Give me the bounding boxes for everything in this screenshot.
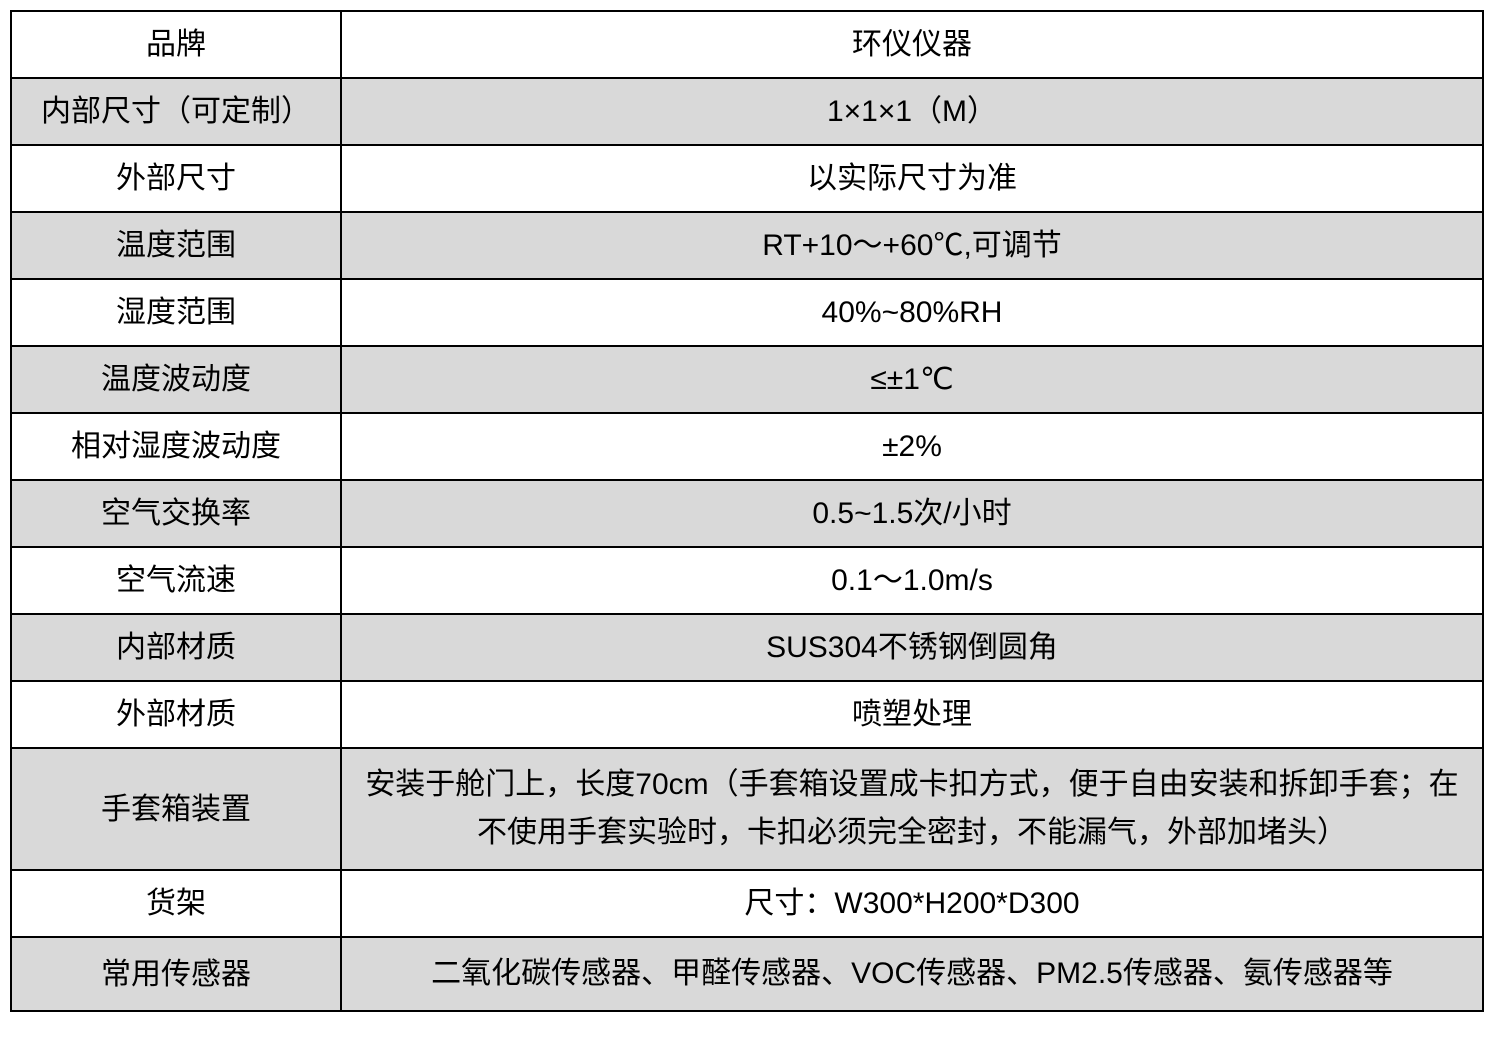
row-label: 相对湿度波动度 (11, 413, 341, 480)
table-row: 相对湿度波动度 ±2% (11, 413, 1483, 480)
row-label: 湿度范围 (11, 279, 341, 346)
table-row: 手套箱装置 安装于舱门上，长度70cm（手套箱设置成卡扣方式，便于自由安装和拆卸… (11, 748, 1483, 870)
row-value: 喷塑处理 (341, 681, 1483, 748)
table-row: 外部材质 喷塑处理 (11, 681, 1483, 748)
table-row: 外部尺寸 以实际尺寸为准 (11, 145, 1483, 212)
row-value: ±2% (341, 413, 1483, 480)
row-value: 40%~80%RH (341, 279, 1483, 346)
row-label: 手套箱装置 (11, 748, 341, 870)
table-row: 温度范围 RT+10～+60℃,可调节 (11, 212, 1483, 279)
table-row: 常用传感器 二氧化碳传感器、甲醛传感器、VOC传感器、PM2.5传感器、氨传感器… (11, 937, 1483, 1011)
row-value: SUS304不锈钢倒圆角 (341, 614, 1483, 681)
row-value: 0.5~1.5次/小时 (341, 480, 1483, 547)
table-row: 品牌 环仪仪器 (11, 11, 1483, 78)
row-value: ≤±1℃ (341, 346, 1483, 413)
row-label: 内部尺寸（可定制） (11, 78, 341, 145)
table-row: 温度波动度 ≤±1℃ (11, 346, 1483, 413)
row-label: 内部材质 (11, 614, 341, 681)
row-label: 外部尺寸 (11, 145, 341, 212)
row-label: 货架 (11, 870, 341, 937)
row-value: 尺寸：W300*H200*D300 (341, 870, 1483, 937)
table-row: 内部尺寸（可定制） 1×1×1（M） (11, 78, 1483, 145)
row-label: 温度波动度 (11, 346, 341, 413)
row-label: 品牌 (11, 11, 341, 78)
row-label: 外部材质 (11, 681, 341, 748)
spec-table-container: 品牌 环仪仪器 内部尺寸（可定制） 1×1×1（M） 外部尺寸 以实际尺寸为准 … (10, 10, 1484, 1012)
table-row: 空气流速 0.1～1.0m/s (11, 547, 1483, 614)
row-value: 0.1～1.0m/s (341, 547, 1483, 614)
row-label: 空气流速 (11, 547, 341, 614)
table-row: 湿度范围 40%~80%RH (11, 279, 1483, 346)
table-row: 货架 尺寸：W300*H200*D300 (11, 870, 1483, 937)
spec-table-body: 品牌 环仪仪器 内部尺寸（可定制） 1×1×1（M） 外部尺寸 以实际尺寸为准 … (11, 11, 1483, 1011)
spec-table: 品牌 环仪仪器 内部尺寸（可定制） 1×1×1（M） 外部尺寸 以实际尺寸为准 … (10, 10, 1484, 1012)
row-label: 常用传感器 (11, 937, 341, 1011)
table-row: 内部材质 SUS304不锈钢倒圆角 (11, 614, 1483, 681)
row-value: 二氧化碳传感器、甲醛传感器、VOC传感器、PM2.5传感器、氨传感器等 (341, 937, 1483, 1011)
row-value: 环仪仪器 (341, 11, 1483, 78)
table-row: 空气交换率 0.5~1.5次/小时 (11, 480, 1483, 547)
row-value: 以实际尺寸为准 (341, 145, 1483, 212)
row-value: 1×1×1（M） (341, 78, 1483, 145)
row-label: 空气交换率 (11, 480, 341, 547)
row-label: 温度范围 (11, 212, 341, 279)
row-value: RT+10～+60℃,可调节 (341, 212, 1483, 279)
row-value: 安装于舱门上，长度70cm（手套箱设置成卡扣方式，便于自由安装和拆卸手套；在不使… (341, 748, 1483, 870)
